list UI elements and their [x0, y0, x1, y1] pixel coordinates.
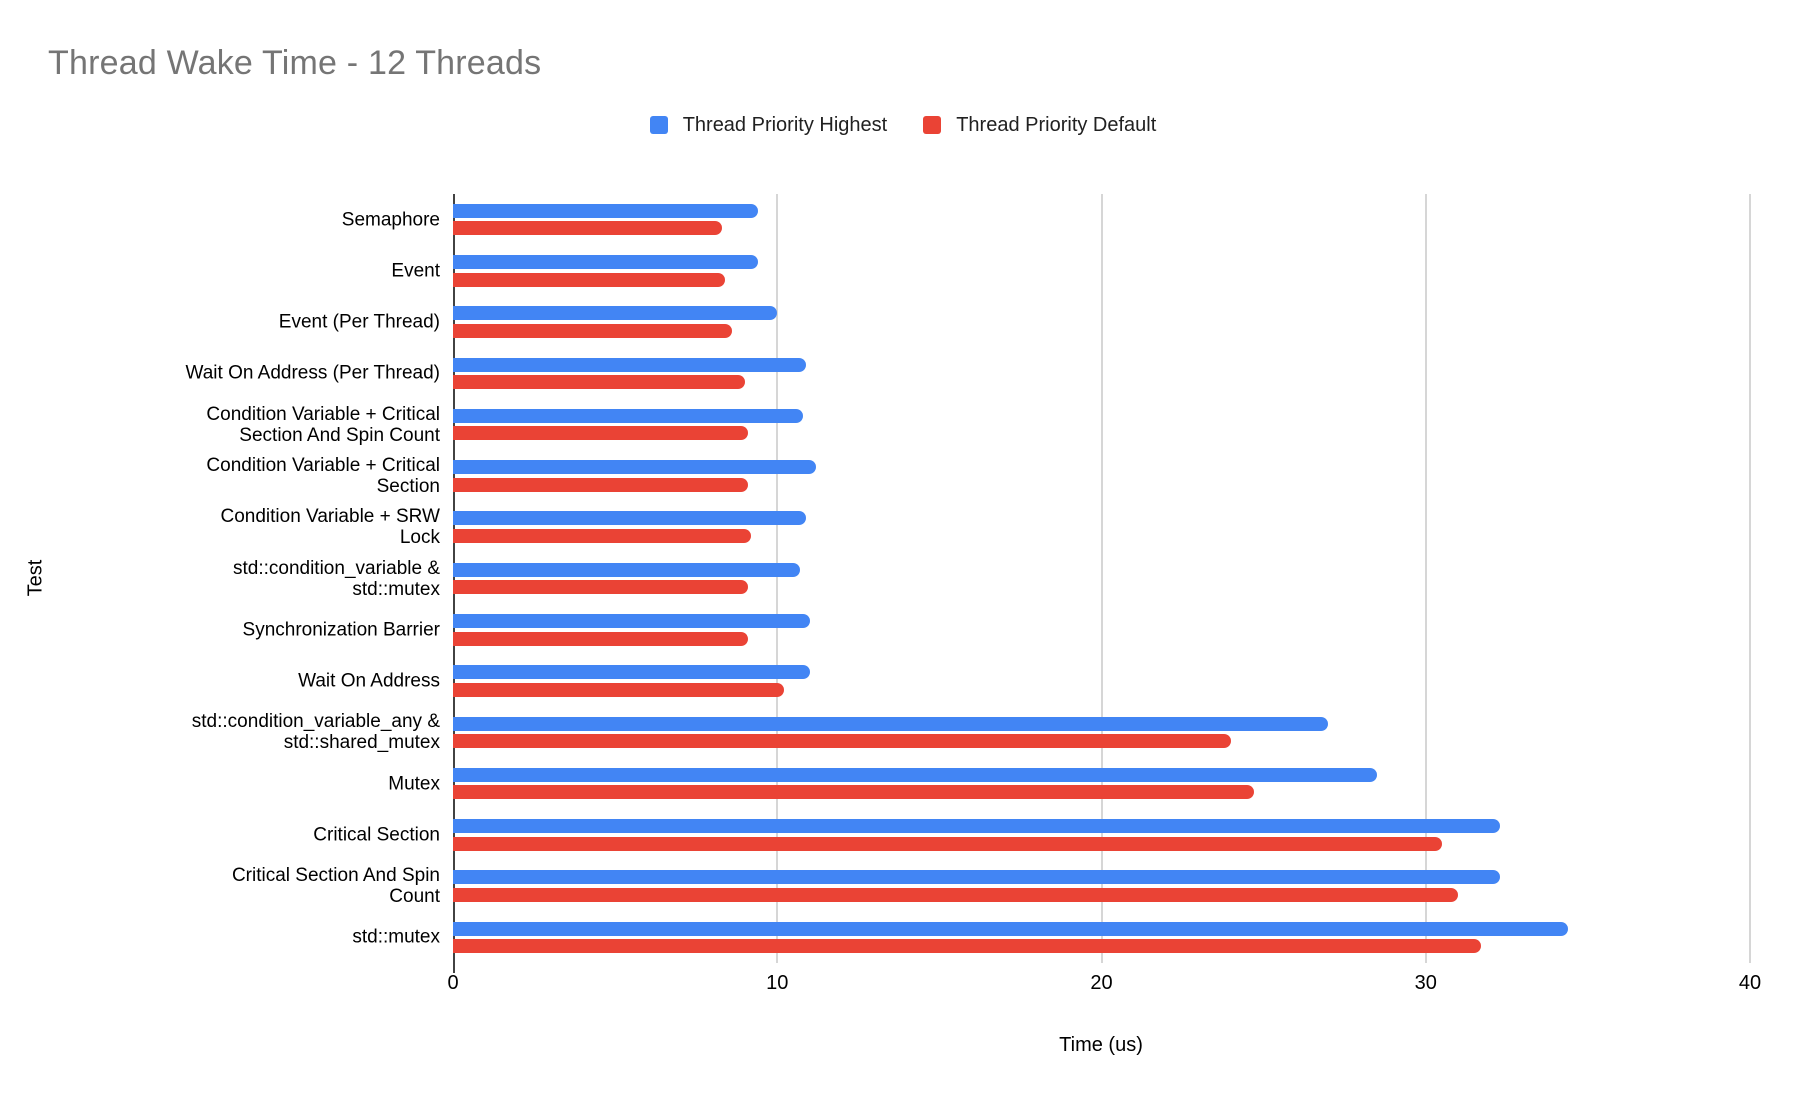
gridline-40 — [1749, 194, 1751, 963]
bar-highest — [453, 460, 817, 475]
category-label: Condition Variable + Critical Section — [206, 454, 440, 497]
x-tick-label-10: 10 — [766, 972, 789, 994]
category-label: Mutex — [388, 773, 440, 795]
bar-highest — [453, 614, 810, 629]
bar-default — [453, 836, 1442, 851]
bar-default — [453, 939, 1481, 954]
bar-default — [453, 272, 726, 287]
bar-default — [453, 631, 749, 646]
legend-swatch-default-icon — [923, 116, 942, 134]
legend-swatch-highest-icon — [649, 116, 668, 134]
bar-highest — [453, 819, 1501, 834]
bar-default — [453, 580, 749, 595]
category-label: Critical Section — [313, 824, 440, 846]
legend-label-highest: Thread Priority Highest — [682, 113, 888, 136]
bar-highest — [453, 203, 758, 218]
bar-default — [453, 375, 745, 390]
category-label: std::condition_variable_any & std::share… — [191, 711, 440, 754]
category-label: Event — [391, 260, 440, 282]
category-label: Wait On Address — [298, 670, 440, 692]
legend-item-default: Thread Priority Default — [923, 114, 1156, 137]
bar-default — [453, 477, 749, 492]
bar-default — [453, 682, 784, 697]
bar-default — [453, 426, 749, 441]
gridline-10 — [776, 194, 779, 963]
category-label: Semaphore — [341, 209, 440, 231]
page-title: Thread Wake Time - 12 Threads — [48, 44, 542, 82]
bar-default — [453, 887, 1459, 902]
gridline-20 — [1100, 194, 1103, 963]
x-axis-title: Time (us) — [1059, 1034, 1143, 1056]
category-label: Wait On Address (Per Thread) — [185, 362, 441, 384]
category-label: Synchronization Barrier — [242, 619, 440, 641]
category-label: Condition Variable + Critical Section An… — [206, 403, 440, 446]
bar-highest — [453, 870, 1501, 885]
bar-highest — [453, 767, 1378, 782]
x-tick-label-40: 40 — [1738, 972, 1762, 994]
legend: Thread Priority Highest Thread Priority … — [0, 108, 1806, 142]
bar-highest — [453, 921, 1569, 936]
bar-default — [453, 323, 732, 338]
bar-highest — [453, 562, 800, 577]
bar-highest — [453, 716, 1329, 731]
y-axis-line — [453, 194, 455, 963]
plot-area — [453, 194, 1751, 963]
category-label: Condition Variable + SRW Lock — [220, 506, 441, 549]
category-label: std::condition_variable & std::mutex — [232, 557, 440, 600]
legend-label-default: Thread Priority Default — [956, 113, 1157, 136]
x-tick-label-0: 0 — [447, 972, 459, 994]
x-tick-label-30: 30 — [1414, 972, 1437, 994]
category-label: Critical Section And Spin Count — [231, 865, 440, 908]
bar-default — [453, 785, 1254, 800]
bar-highest — [453, 357, 807, 372]
y-axis-title: Test — [24, 559, 47, 597]
x-axis-zero-tick — [453, 963, 455, 973]
category-label: std::mutex — [352, 926, 440, 948]
bar-default — [453, 528, 752, 543]
bar-highest — [453, 408, 804, 423]
x-tick-label-20: 20 — [1090, 972, 1113, 994]
bar-default — [453, 221, 723, 236]
bar-highest — [453, 255, 758, 270]
legend-item-highest: Thread Priority Highest — [649, 113, 888, 137]
bar-default — [453, 734, 1232, 749]
bar-highest — [453, 306, 778, 321]
bar-highest — [453, 665, 810, 680]
gridline-30 — [1424, 194, 1427, 963]
category-label: Event (Per Thread) — [278, 311, 440, 333]
bar-highest — [453, 511, 807, 526]
